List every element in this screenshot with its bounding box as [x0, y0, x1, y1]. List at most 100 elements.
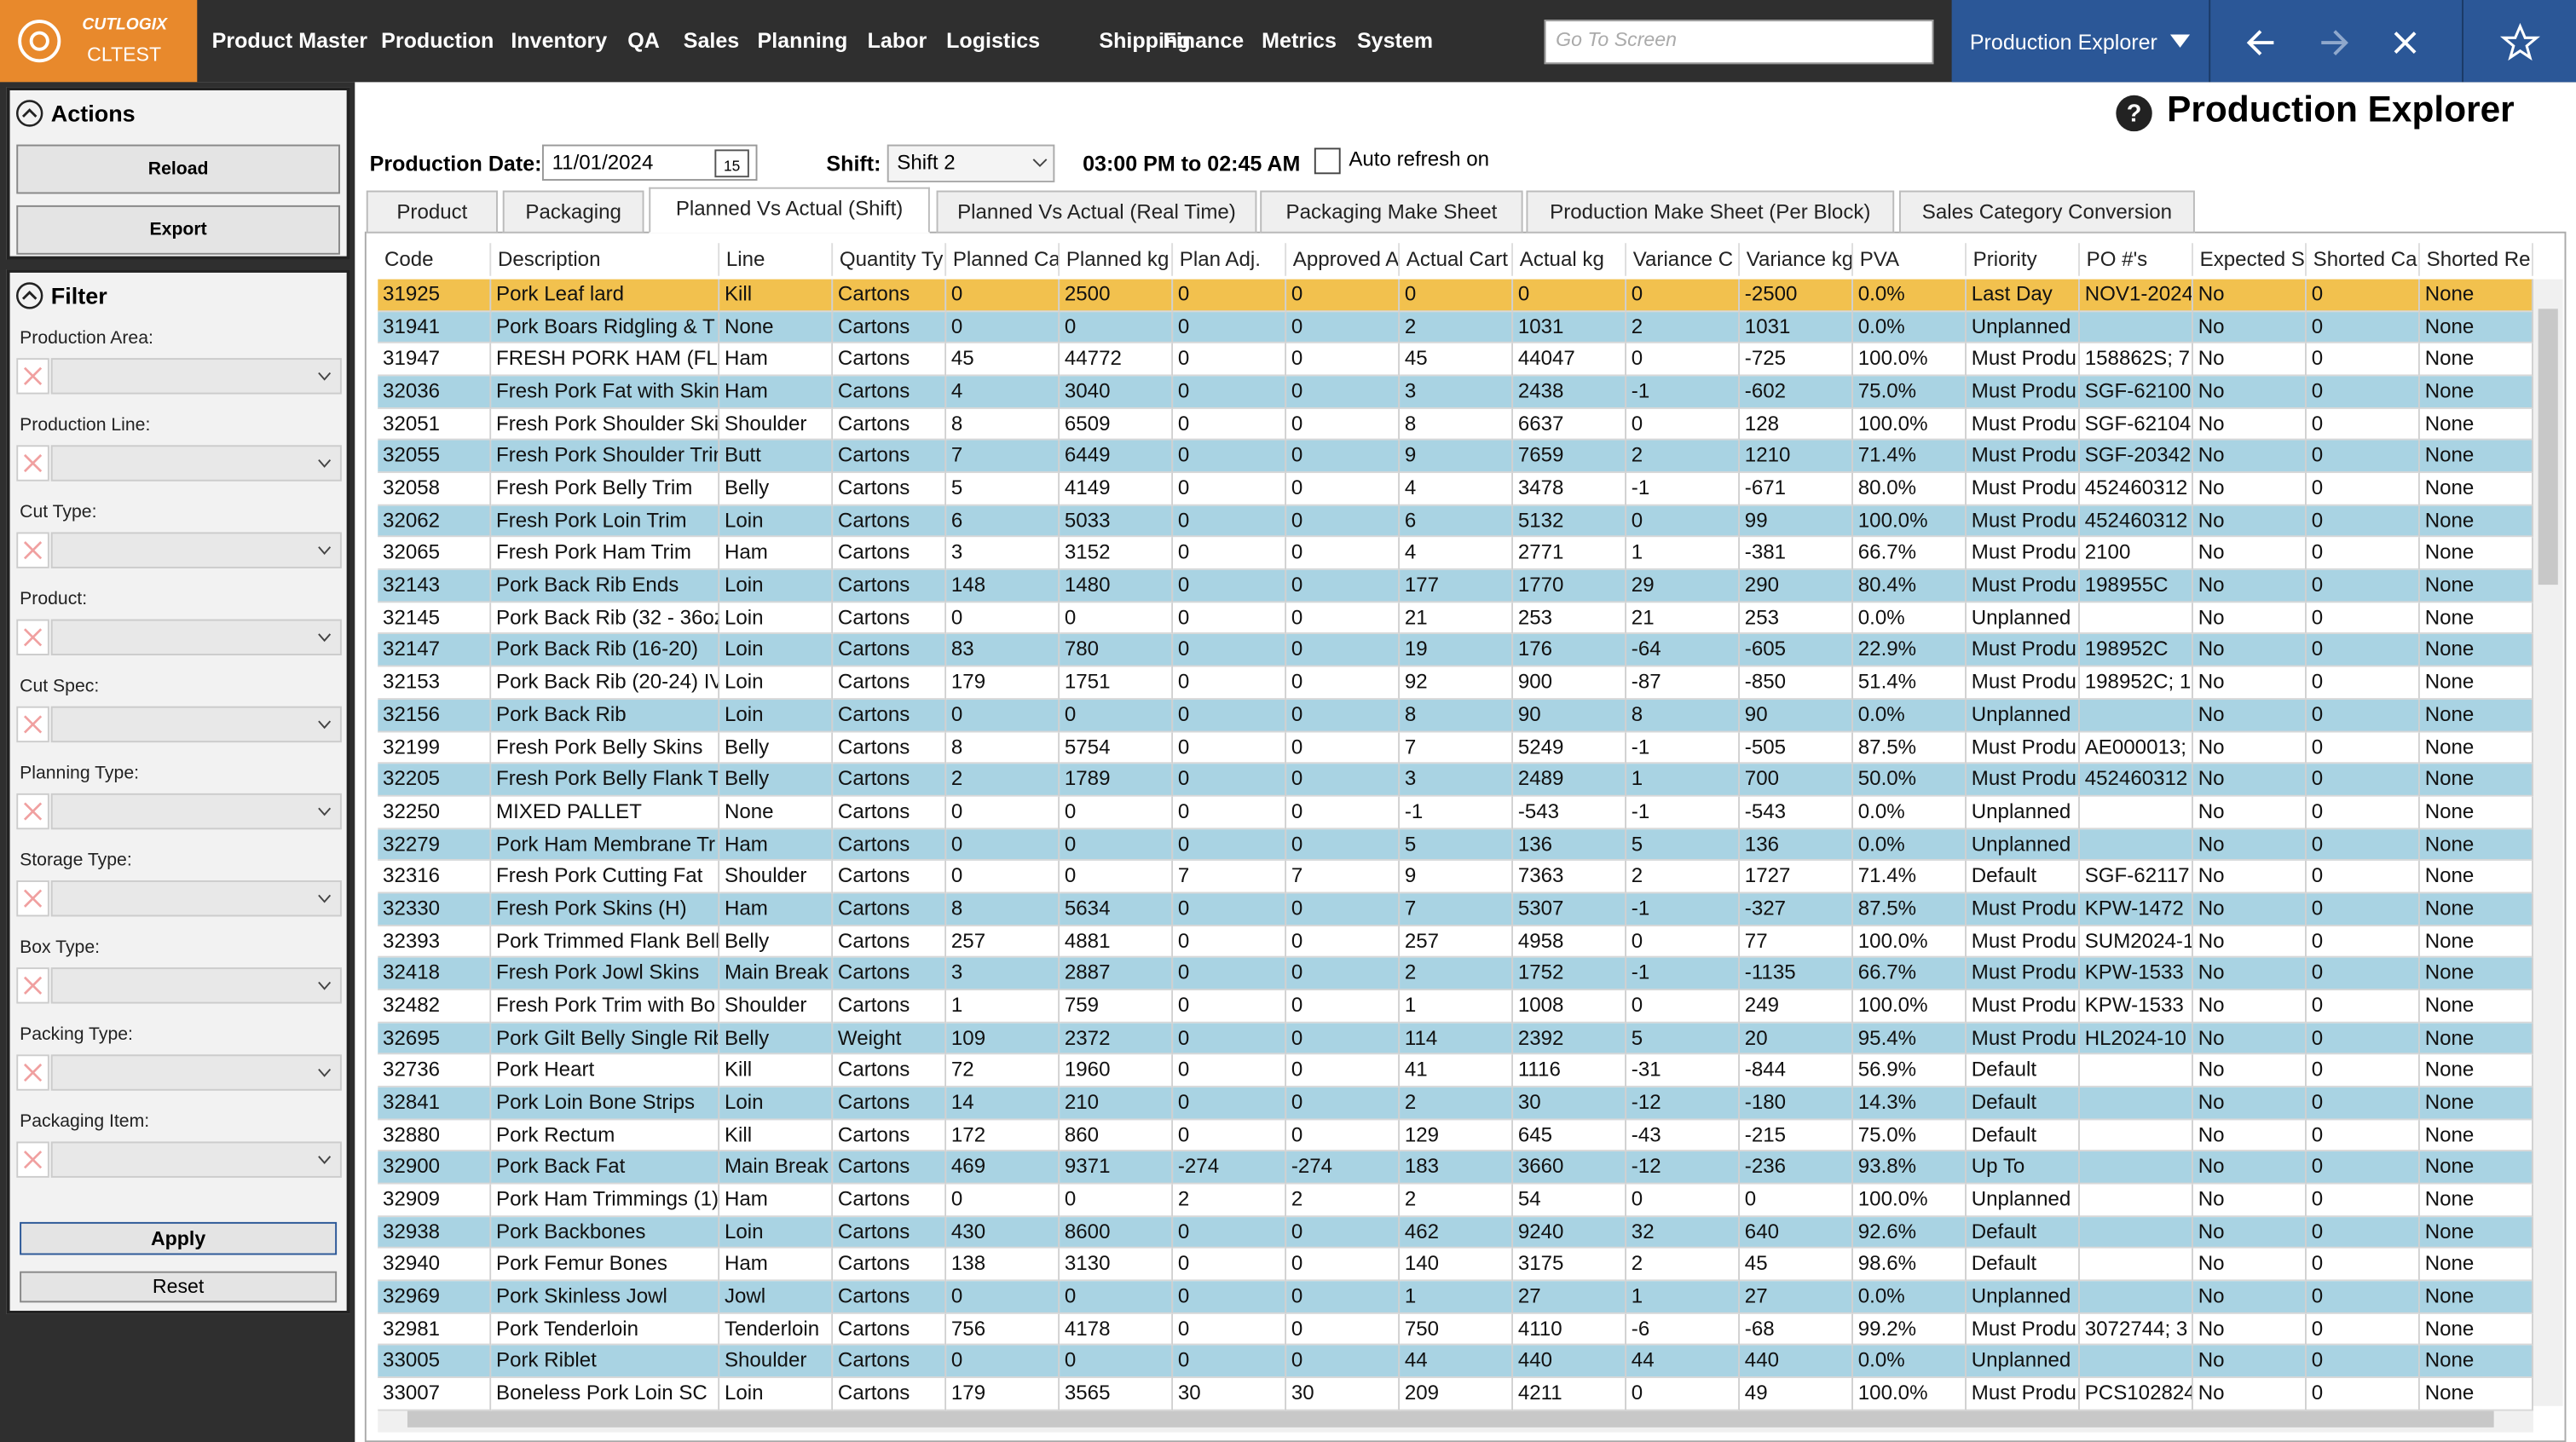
table-cell[interactable]: 0: [2306, 1054, 2420, 1087]
table-cell[interactable]: 100.0%: [1852, 990, 1967, 1024]
table-cell[interactable]: 8: [1400, 699, 1514, 732]
table-cell[interactable]: Fresh Pork Belly Trim: [491, 473, 720, 506]
table-cell[interactable]: 1: [1400, 990, 1514, 1024]
table-cell[interactable]: 0: [1173, 408, 1287, 441]
table-cell[interactable]: 0: [1173, 1281, 1287, 1314]
table-cell[interactable]: None: [2419, 602, 2533, 635]
table-cell[interactable]: 19: [1400, 634, 1514, 667]
table-cell[interactable]: None: [2419, 764, 2533, 797]
table-cell[interactable]: Belly: [719, 1022, 834, 1055]
table-cell[interactable]: 198952C; 1: [2079, 666, 2193, 700]
table-cell[interactable]: None: [2419, 1249, 2533, 1282]
table-cell[interactable]: No: [2192, 408, 2307, 441]
table-cell[interactable]: No: [2192, 538, 2307, 571]
menu-item[interactable]: Finance: [1163, 27, 1245, 53]
table-cell[interactable]: 2392: [1513, 1022, 1627, 1055]
table-cell[interactable]: 177: [1400, 569, 1514, 603]
table-cell[interactable]: Pork Leaf lard: [491, 279, 720, 312]
table-cell[interactable]: Cartons: [833, 796, 947, 829]
table-cell[interactable]: -236: [1740, 1151, 1853, 1185]
table-cell[interactable]: 77: [1740, 926, 1853, 959]
table-cell[interactable]: Loin: [719, 699, 834, 732]
table-cell[interactable]: 7: [1173, 861, 1287, 894]
table-cell[interactable]: 0: [1173, 1119, 1287, 1152]
table-cell[interactable]: 71.4%: [1852, 861, 1967, 894]
table-cell[interactable]: None: [2419, 279, 2533, 312]
table-cell[interactable]: Cartons: [833, 731, 947, 764]
table-cell[interactable]: 0: [1173, 1313, 1287, 1347]
table-cell[interactable]: 100.0%: [1852, 1184, 1967, 1217]
table-cell[interactable]: 0: [1060, 311, 1174, 344]
table-cell[interactable]: -274: [1286, 1151, 1401, 1185]
table-cell[interactable]: 8: [946, 408, 1060, 441]
table-cell[interactable]: 0: [2306, 958, 2420, 991]
table-cell[interactable]: None: [2419, 861, 2533, 894]
table-cell[interactable]: SUM2024-1: [2079, 926, 2193, 959]
tab[interactable]: Planned Vs Actual (Shift): [649, 187, 930, 234]
table-cell[interactable]: Fresh Pork Shoulder Trin: [491, 441, 720, 474]
table-cell[interactable]: 4110: [1513, 1313, 1627, 1347]
column-header[interactable]: Shorted Re: [2420, 243, 2533, 276]
table-cell[interactable]: 452460312: [2079, 505, 2193, 539]
column-header[interactable]: Description: [491, 243, 720, 276]
table-cell[interactable]: 0: [1060, 699, 1174, 732]
table-cell[interactable]: Default: [1966, 861, 2080, 894]
table-cell[interactable]: -2500: [1740, 279, 1853, 312]
table-cell[interactable]: Pork Back Rib Ends: [491, 569, 720, 603]
table-cell[interactable]: Must Produ: [1966, 764, 2080, 797]
table-cell[interactable]: 83: [946, 634, 1060, 667]
table-cell[interactable]: Pork Femur Bones: [491, 1249, 720, 1282]
table-cell[interactable]: 87.5%: [1852, 731, 1967, 764]
table-cell[interactable]: 0: [2306, 1119, 2420, 1152]
table-cell[interactable]: Unplanned: [1966, 1281, 2080, 1314]
table-cell[interactable]: 7: [946, 441, 1060, 474]
table-cell[interactable]: 5: [1626, 1022, 1741, 1055]
table-cell[interactable]: 179: [946, 666, 1060, 700]
table-cell[interactable]: Must Produ: [1966, 1313, 2080, 1347]
table-cell[interactable]: 7: [1400, 731, 1514, 764]
table-cell[interactable]: 92.6%: [1852, 1216, 1967, 1249]
table-cell[interactable]: Pork Trimmed Flank Bell: [491, 926, 720, 959]
table-cell[interactable]: Must Produ: [1966, 1022, 2080, 1055]
table-cell[interactable]: 27: [1740, 1281, 1853, 1314]
table-cell[interactable]: 0: [2306, 1249, 2420, 1282]
table-cell[interactable]: Belly: [719, 926, 834, 959]
table-cell[interactable]: 2: [1173, 1184, 1287, 1217]
table-cell[interactable]: 0: [1173, 569, 1287, 603]
table-cell[interactable]: No: [2192, 634, 2307, 667]
table-cell[interactable]: 100.0%: [1852, 926, 1967, 959]
table-cell[interactable]: -1: [1626, 796, 1741, 829]
table-cell[interactable]: 0: [2306, 926, 2420, 959]
table-cell[interactable]: No: [2192, 828, 2307, 862]
table-cell[interactable]: 95.4%: [1852, 1022, 1967, 1055]
table-cell[interactable]: None: [2419, 1184, 2533, 1217]
table-cell[interactable]: 2887: [1060, 958, 1174, 991]
clear-button[interactable]: [16, 532, 49, 568]
table-cell[interactable]: No: [2192, 441, 2307, 474]
table-cell[interactable]: Must Produ: [1966, 473, 2080, 506]
table-cell[interactable]: 0: [1286, 602, 1401, 635]
table-cell[interactable]: None: [2419, 1022, 2533, 1055]
table-cell[interactable]: Must Produ: [1966, 926, 2080, 959]
table-cell[interactable]: Cartons: [833, 1281, 947, 1314]
table-cell[interactable]: 2: [1626, 861, 1741, 894]
table-cell[interactable]: 31925: [378, 279, 492, 312]
table-cell[interactable]: -180: [1740, 1087, 1853, 1120]
table-cell[interactable]: 49: [1740, 1378, 1853, 1411]
table-cell[interactable]: Kill: [719, 1119, 834, 1152]
table-cell[interactable]: Fresh Pork Shoulder Ski: [491, 408, 720, 441]
table-cell[interactable]: 1: [1626, 538, 1741, 571]
table-cell[interactable]: None: [2419, 1054, 2533, 1087]
table-cell[interactable]: Pork Loin Bone Strips: [491, 1087, 720, 1120]
table-cell[interactable]: Fresh Pork Jowl Skins: [491, 958, 720, 991]
table-cell[interactable]: 100.0%: [1852, 1378, 1967, 1411]
filter-dropdown[interactable]: [50, 880, 342, 917]
table-cell[interactable]: Cartons: [833, 958, 947, 991]
table-cell[interactable]: 0: [1626, 408, 1741, 441]
table-cell[interactable]: 99.2%: [1852, 1313, 1967, 1347]
table-cell[interactable]: None: [2419, 666, 2533, 700]
table-cell[interactable]: MIXED PALLET: [491, 796, 720, 829]
table-cell[interactable]: 32: [1626, 1216, 1741, 1249]
table-cell[interactable]: Cartons: [833, 1151, 947, 1185]
table-cell[interactable]: None: [2419, 699, 2533, 732]
